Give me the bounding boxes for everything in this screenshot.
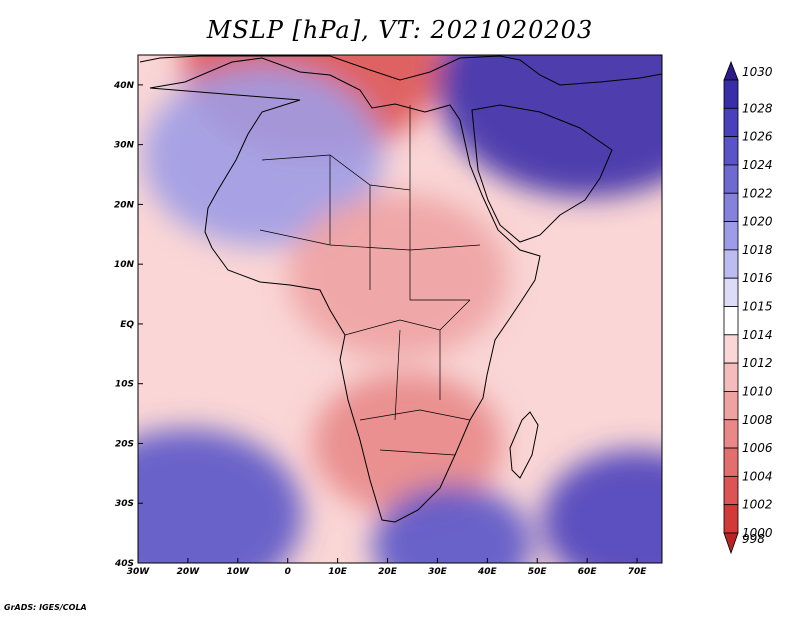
longitude-axis: 30W 20W 10W 0 10E 20E 30E 40E 50E 60E 70E [127, 558, 647, 577]
colorbar-swatch-1004 [723, 447, 739, 477]
pressure-field [138, 55, 662, 563]
lat-tick-label: 10N [114, 260, 135, 270]
colorbar: 1030 1028 1026 1024 1022 1020 1018 1016 1015 1014… [723, 60, 773, 555]
colorbar-label: 1016 [742, 271, 773, 285]
colorbar-label: 1018 [742, 243, 773, 257]
colorbar-swatch-1002 [723, 475, 739, 506]
lat-tick-label: EQ [120, 320, 134, 330]
colorbar-swatch-1016 [723, 249, 739, 279]
colorbar-swatch-1014 [723, 306, 739, 336]
lon-tick-label: 0 [285, 567, 291, 577]
pressure-system-6 [372, 485, 533, 563]
pressure-system-4 [312, 372, 503, 515]
lat-tick-label: 20N [114, 200, 135, 210]
colorbar-swatch-1028 [723, 79, 739, 109]
coastline [139, 55, 663, 523]
colorbar-label: 1015 [742, 300, 773, 314]
colorbar-swatch-1022 [723, 164, 739, 194]
lon-tick-label: 10E [328, 567, 348, 577]
lat-tick-label: 30S [115, 499, 134, 509]
colorbar-swatch-1024 [723, 136, 739, 166]
colorbar-label: 1030 [742, 65, 773, 79]
pressure-system-1 [437, 55, 662, 198]
latitude-axis: 40N 30N 20N 10N EQ 10S 20S 30S 40S [113, 81, 143, 569]
colorbar-swatch-1012 [723, 334, 739, 364]
colorbar-swatch-1030 [723, 60, 739, 81]
colorbar-label: 1014 [742, 328, 773, 342]
colorbar-label: 1026 [742, 130, 773, 144]
colorbar-swatch-998 [723, 532, 739, 555]
europe-coastline [139, 55, 663, 86]
colorbar-label: 1012 [742, 356, 773, 370]
lon-tick-label: 40E [477, 567, 498, 577]
colorbar-label: 1006 [742, 441, 773, 455]
colorbar-swatch-1026 [723, 107, 739, 138]
colorbar-label: 1002 [742, 498, 773, 512]
colorbar-label: 1010 [742, 384, 773, 398]
pressure-system-2 [142, 66, 383, 247]
pressure-system-5 [138, 428, 303, 563]
colorbar-label: 1024 [742, 158, 773, 172]
lon-tick-label: 50E [528, 567, 548, 577]
colorbar-label: 1020 [742, 215, 773, 229]
lon-tick-label: 20E [378, 567, 398, 577]
map-title: MSLP [hPa], VT: 2021020203 [206, 16, 594, 44]
africa-coastline [149, 57, 541, 523]
colorbar-label: 1022 [742, 186, 773, 200]
lat-tick-label: 20S [115, 439, 134, 449]
colorbar-swatch-1020 [723, 192, 739, 222]
colorbar-swatch-1000 [723, 504, 739, 534]
country-borders [259, 105, 481, 456]
lon-tick-label: 60E [578, 567, 598, 577]
lon-tick-label: 20W [177, 567, 201, 577]
grads-credit: GrADS: IGES/COLA [4, 603, 87, 612]
colorbar-swatch-1008 [723, 391, 739, 421]
lon-tick-label: 30W [127, 567, 151, 577]
madagascar-coastline [509, 411, 539, 479]
lon-tick-label: 70E [628, 567, 648, 577]
colorbar-swatch-1006 [723, 419, 739, 449]
pressure-system-3 [287, 193, 508, 359]
lat-tick-label: 40S [114, 559, 134, 569]
colorbar-swatch-1018 [723, 221, 739, 251]
colorbar-label: 1028 [742, 101, 773, 115]
colorbar-label: 1004 [742, 469, 773, 483]
lon-tick-label: 30E [428, 567, 448, 577]
plot-frame [137, 54, 663, 564]
lat-tick-label: 10S [115, 380, 134, 390]
lat-tick-label: 30N [114, 141, 135, 151]
pressure-system-7 [542, 449, 662, 563]
arabia-coastline [471, 104, 613, 243]
lon-tick-label: 10W [227, 567, 251, 577]
colorbar-label: 1000 [742, 526, 773, 540]
colorbar-label: 998 [742, 532, 765, 546]
colorbar-swatch-1015 [723, 277, 739, 307]
colorbar-swatch-1010 [723, 362, 739, 392]
lat-tick-label: 40N [113, 81, 135, 91]
colorbar-label: 1008 [742, 413, 773, 427]
